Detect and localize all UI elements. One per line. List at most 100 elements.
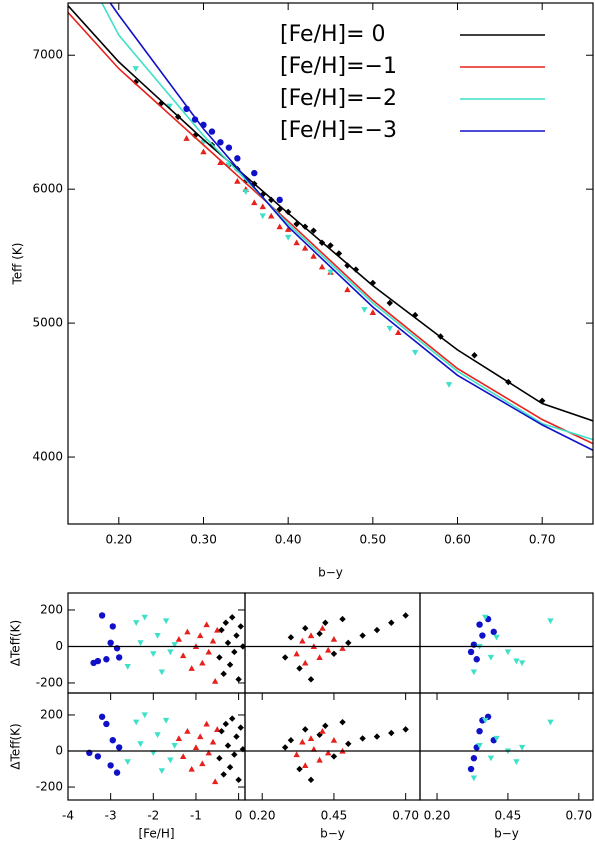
point bbox=[133, 719, 140, 726]
point bbox=[395, 329, 402, 336]
point bbox=[322, 619, 329, 626]
point bbox=[268, 196, 275, 204]
point bbox=[388, 619, 395, 626]
point bbox=[339, 615, 346, 623]
point bbox=[205, 648, 212, 655]
point bbox=[287, 634, 295, 641]
point bbox=[324, 646, 332, 653]
point bbox=[211, 677, 219, 684]
y-axis-label: ΔTeff(K) bbox=[9, 620, 23, 666]
point bbox=[467, 648, 475, 656]
point bbox=[166, 103, 173, 110]
point bbox=[199, 659, 206, 666]
point bbox=[203, 621, 210, 628]
point bbox=[299, 738, 306, 745]
point bbox=[192, 744, 200, 750]
point bbox=[373, 626, 381, 634]
plot-area bbox=[90, 612, 245, 684]
y-tick-label: 5000 bbox=[32, 316, 63, 330]
point bbox=[302, 762, 309, 768]
x-tick-label: 0.20 bbox=[105, 533, 132, 547]
point bbox=[284, 226, 292, 232]
point bbox=[235, 776, 242, 784]
point bbox=[316, 654, 323, 660]
point bbox=[482, 614, 489, 621]
point bbox=[487, 755, 495, 762]
point bbox=[479, 632, 486, 639]
point bbox=[98, 713, 106, 720]
point bbox=[237, 623, 244, 630]
point bbox=[209, 637, 217, 644]
point bbox=[547, 618, 554, 625]
plot-frame bbox=[419, 592, 594, 694]
point bbox=[493, 735, 500, 742]
point bbox=[188, 765, 195, 772]
point bbox=[175, 635, 183, 642]
point bbox=[137, 741, 144, 747]
plot-frame bbox=[244, 692, 421, 801]
point bbox=[132, 78, 139, 86]
point bbox=[234, 155, 241, 162]
point bbox=[158, 768, 166, 775]
point bbox=[233, 632, 240, 639]
point bbox=[217, 159, 224, 165]
point bbox=[327, 242, 334, 249]
y-tick-label: 200 bbox=[40, 602, 63, 616]
point bbox=[184, 727, 191, 734]
point bbox=[445, 382, 453, 388]
fit-line bbox=[68, 5, 593, 422]
point bbox=[214, 726, 221, 732]
plot-frame bbox=[67, 2, 594, 525]
point bbox=[231, 648, 238, 656]
plot-area bbox=[281, 612, 409, 683]
point bbox=[276, 223, 283, 230]
point bbox=[470, 775, 478, 782]
point bbox=[113, 769, 121, 776]
point bbox=[482, 717, 489, 724]
point bbox=[411, 350, 419, 356]
point bbox=[124, 663, 131, 670]
point bbox=[296, 665, 303, 672]
plot-area bbox=[467, 614, 554, 676]
point bbox=[296, 765, 303, 773]
point bbox=[319, 625, 326, 631]
x-tick-label: 0.40 bbox=[275, 533, 302, 547]
point bbox=[208, 128, 216, 135]
point bbox=[197, 632, 204, 639]
y-tick-label: 200 bbox=[40, 707, 63, 721]
point bbox=[293, 239, 300, 246]
x-tick-label: 0.70 bbox=[392, 809, 419, 823]
point bbox=[307, 676, 315, 683]
point bbox=[229, 715, 236, 722]
x-tick-label: -1 bbox=[190, 809, 202, 823]
point bbox=[473, 656, 480, 663]
plot-area bbox=[68, 3, 593, 452]
fit-line bbox=[109, 3, 593, 452]
point bbox=[322, 722, 329, 729]
point bbox=[547, 719, 554, 726]
x-axis-label: b−y bbox=[494, 827, 519, 841]
plot-frame bbox=[419, 692, 594, 801]
point bbox=[184, 628, 191, 635]
point bbox=[276, 196, 283, 204]
point bbox=[319, 727, 326, 734]
fit-line bbox=[101, 3, 593, 441]
point bbox=[109, 623, 116, 630]
point bbox=[115, 654, 123, 661]
point bbox=[167, 757, 174, 764]
point bbox=[476, 621, 483, 628]
point bbox=[310, 252, 317, 259]
x-axis-label: [Fe/H] bbox=[138, 827, 174, 841]
point bbox=[141, 712, 148, 719]
point bbox=[299, 637, 306, 644]
point bbox=[234, 177, 241, 184]
point bbox=[470, 669, 478, 676]
point bbox=[373, 733, 381, 740]
plot-area bbox=[281, 718, 409, 784]
point bbox=[513, 658, 520, 665]
point bbox=[107, 762, 114, 769]
point bbox=[162, 717, 170, 724]
point bbox=[386, 299, 393, 307]
point bbox=[162, 618, 170, 625]
